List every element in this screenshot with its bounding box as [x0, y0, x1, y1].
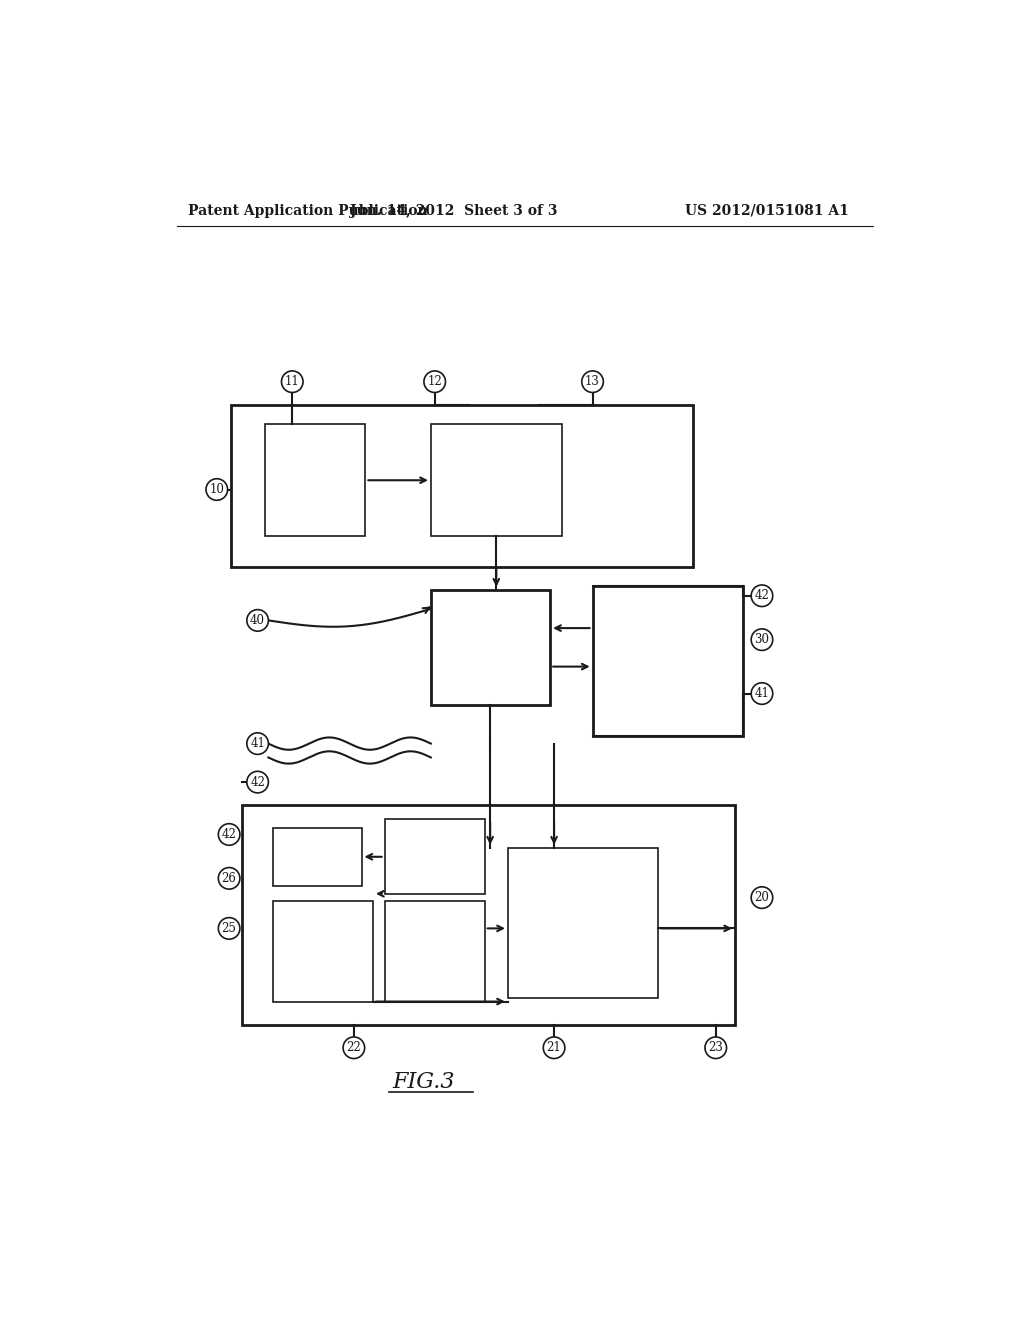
Bar [431, 590, 550, 705]
Text: Patent Application Publication: Patent Application Publication [188, 203, 428, 218]
Bar [243, 805, 735, 1024]
Text: 30: 30 [755, 634, 769, 647]
Text: 42: 42 [221, 828, 237, 841]
Text: 10: 10 [209, 483, 224, 496]
Bar [385, 818, 484, 894]
Text: 22: 22 [346, 1041, 361, 1055]
Text: Jun. 14, 2012  Sheet 3 of 3: Jun. 14, 2012 Sheet 3 of 3 [350, 203, 558, 218]
Bar [508, 847, 658, 998]
Circle shape [218, 917, 240, 940]
Text: 13: 13 [585, 375, 600, 388]
Text: 25: 25 [221, 921, 237, 935]
Text: 41: 41 [250, 737, 265, 750]
Text: 40: 40 [250, 614, 265, 627]
Circle shape [705, 1038, 727, 1059]
Bar [273, 829, 361, 886]
Circle shape [582, 371, 603, 392]
Circle shape [544, 1038, 565, 1059]
Circle shape [424, 371, 445, 392]
Text: 20: 20 [755, 891, 769, 904]
Bar [385, 902, 484, 1002]
Text: 23: 23 [709, 1041, 723, 1055]
Bar [431, 424, 562, 536]
Circle shape [247, 771, 268, 793]
Bar [230, 405, 692, 566]
Circle shape [206, 479, 227, 500]
Circle shape [343, 1038, 365, 1059]
Circle shape [752, 585, 773, 607]
Bar [273, 902, 373, 1002]
Text: 11: 11 [285, 375, 300, 388]
Bar [593, 586, 742, 737]
Circle shape [752, 682, 773, 705]
Circle shape [282, 371, 303, 392]
Circle shape [247, 610, 268, 631]
Text: FIG.3: FIG.3 [392, 1072, 455, 1093]
Text: US 2012/0151081 A1: US 2012/0151081 A1 [685, 203, 849, 218]
Text: 42: 42 [250, 776, 265, 788]
Circle shape [218, 824, 240, 845]
Text: 26: 26 [221, 871, 237, 884]
Circle shape [752, 628, 773, 651]
Circle shape [247, 733, 268, 755]
Circle shape [218, 867, 240, 890]
Text: 42: 42 [755, 589, 769, 602]
Circle shape [752, 887, 773, 908]
Bar [265, 424, 366, 536]
Text: 41: 41 [755, 686, 769, 700]
Text: 12: 12 [427, 375, 442, 388]
Text: 21: 21 [547, 1041, 561, 1055]
